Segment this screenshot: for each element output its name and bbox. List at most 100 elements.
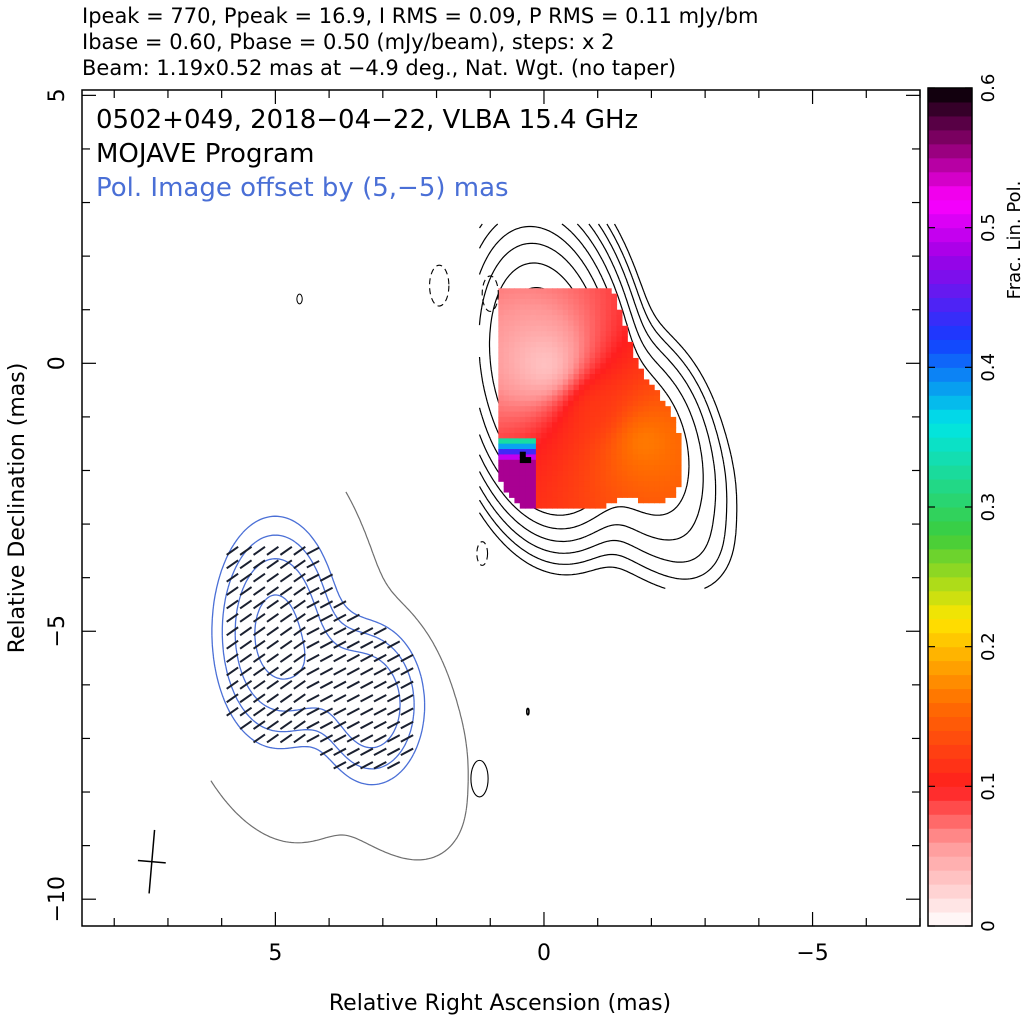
pol-pixel [664,411,671,418]
pol-pixel [514,347,521,354]
pol-pixel [654,443,661,450]
pol-pixel [627,363,634,370]
colorbar-step [928,241,972,257]
pol-pixel [632,454,639,461]
evpa-tick [360,640,374,649]
pol-pixel [632,400,639,407]
pol-pixel [637,443,644,450]
pol-pixel [541,331,548,338]
pol-pixel [541,304,548,311]
pol-pixel [578,454,585,461]
pol-pixel [525,315,532,322]
pol-pixel [514,325,521,332]
pol-pixel [562,357,569,364]
pol-pixel [616,341,623,348]
pol-pixel [595,449,601,456]
pol-pixel [514,438,521,445]
pol-pixel [535,347,542,354]
source-annotation: 0502+049, 2018−04−22, VLBA 15.4 GHz [96,105,638,135]
pol-pixel [664,427,671,434]
pol-pixel [664,470,671,477]
pol-pixel [541,438,548,445]
colorbar-tick-label: 0.1 [978,772,999,801]
pol-pixel [584,315,591,322]
pol-pixel [562,384,569,391]
pol-pixel [595,379,601,386]
pol-pixel [514,416,521,423]
pol-pixel [632,491,639,498]
evpa-tick [360,627,374,636]
pol-pixel [541,400,548,407]
pol-pixel [584,422,591,429]
pol-pixel [557,293,564,300]
pol-pixel [664,449,671,456]
pol-pixel [637,475,644,482]
pol-pixel [573,309,580,316]
pol-pixel [600,416,607,423]
pol-pixel [530,422,537,429]
pol-pixel [568,352,575,359]
colorbar-step [928,743,972,759]
pol-pixel [535,368,542,375]
evpa-tick [400,734,414,743]
pol-pixel [654,438,661,445]
pol-pixel [519,451,526,458]
pol-pixel [525,491,532,498]
pol-pixel [605,475,612,482]
evpa-tick [333,734,347,743]
pol-pixel [611,309,618,316]
pol-pixel [562,432,569,439]
pol-pixel [589,475,596,482]
evpa-tick [279,599,293,610]
evpa-tick [333,653,347,663]
pol-pixel [637,400,644,407]
pol-pixel [509,347,516,354]
evpa-tick [319,680,334,690]
colorbar-tick-labels: 0 0.1 0.2 0.3 0.4 0.5 0.6 [978,74,999,932]
pol-pixel [557,422,564,429]
pol-pixel [552,325,559,332]
intensity-contour [478,223,704,543]
pol-pixel [632,416,639,423]
pol-pixel [514,341,521,348]
pol-pixel [535,454,542,461]
pol-pixel [573,320,580,327]
evpa-tick [386,707,401,716]
pol-pixel [514,395,521,402]
evpa-tick [239,706,253,717]
pol-pixel [637,497,644,504]
pol-pixel [595,427,601,434]
evpa-tick [319,734,334,743]
pol-pixel [605,288,612,295]
pol-pixel [562,465,569,472]
pol-pixel [530,470,537,477]
pol-pixel [503,416,510,423]
evpa-tick [360,707,374,716]
pol-pixel [654,449,661,456]
pol-pixel [535,416,542,423]
pol-pixel [498,422,505,429]
evpa-tick [293,653,306,663]
pol-pixel [611,357,618,364]
pol-pixel [535,438,542,445]
pol-pixel [509,288,516,295]
evpa-tick [306,586,320,596]
pol-pixel [616,443,623,450]
pol-pixel [648,454,655,461]
pol-pixel [643,465,650,472]
pol-pixel [605,465,612,472]
pol-pixel [525,395,532,402]
intensity-contour [478,223,738,589]
pol-pixel [562,438,569,445]
pol-pixel [535,374,542,380]
pol-pixel [573,406,580,413]
evpa-tick [306,560,320,569]
pol-pixel [552,352,559,359]
pol-pixel [664,491,671,498]
evpa-tick [279,653,293,663]
pol-pixel [578,336,585,343]
evpa-tick [279,720,293,730]
pol-pixel [578,416,585,423]
pol-pixel [530,400,537,407]
pol-pixel [589,379,596,386]
